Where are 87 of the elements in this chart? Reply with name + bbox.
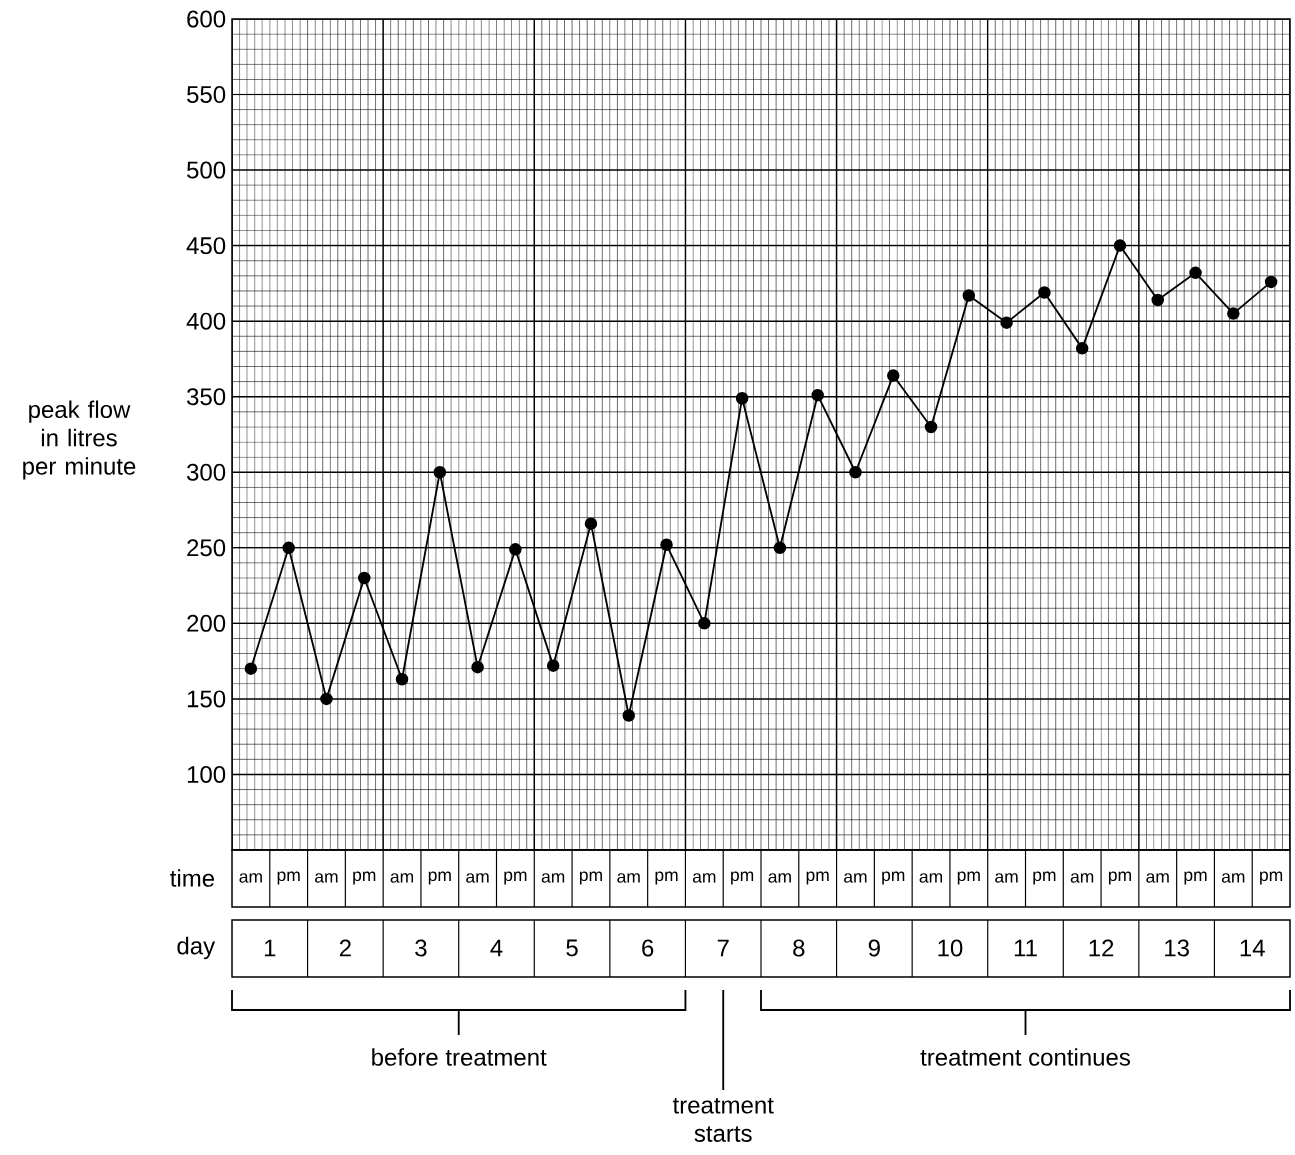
x-tick-label: pm	[655, 871, 678, 885]
x-tick-label: am	[315, 873, 338, 883]
y-axis-title: peak flow in litres per minute	[23, 400, 136, 480]
text: 14	[1240, 939, 1265, 957]
x-tick-label: am	[692, 873, 716, 883]
x-tick-label: am	[995, 873, 1018, 883]
point	[735, 391, 749, 405]
text: 10	[938, 939, 963, 957]
x-axis-title: time	[170, 869, 215, 887]
y-tick-label: 450	[186, 237, 226, 255]
point	[584, 517, 598, 530]
point	[1264, 275, 1278, 289]
point	[395, 673, 409, 686]
x-tick-label: pm	[353, 871, 376, 885]
point	[1075, 342, 1089, 355]
y-tick-label: 500	[187, 161, 226, 179]
text: 3	[415, 939, 427, 957]
text: treatment continues	[920, 1048, 1130, 1066]
y-tick-label: 350	[186, 388, 226, 406]
x-tick-label: pm	[1184, 871, 1207, 885]
point	[1227, 307, 1240, 320]
x-tick-label: pm	[1108, 871, 1131, 885]
y-tick-label: 550	[187, 86, 226, 104]
text: 9	[868, 939, 880, 957]
x-tick-label: am	[844, 873, 867, 883]
text: 11	[1014, 939, 1037, 957]
x-tick-label: pm	[882, 871, 905, 885]
point	[433, 466, 447, 479]
y-tick-label: 400	[186, 312, 226, 330]
text: treatment starts	[672, 1097, 774, 1142]
x-tick-label: am	[1070, 873, 1094, 883]
point	[962, 289, 976, 302]
text: 4	[490, 939, 503, 957]
x-tick-label: pm	[579, 871, 602, 885]
point	[924, 420, 938, 434]
point	[358, 571, 371, 585]
x-tick-label: pm	[806, 871, 829, 885]
x-tick-label: am	[1146, 873, 1169, 883]
x-tick-label: am	[541, 873, 565, 883]
text: 12	[1089, 939, 1114, 957]
point	[811, 388, 824, 402]
point	[773, 541, 787, 555]
point	[546, 659, 560, 672]
point	[471, 660, 484, 674]
point	[660, 538, 673, 552]
x-tick-label: pm	[428, 871, 451, 885]
text: 5	[566, 939, 578, 957]
text: 13	[1165, 939, 1189, 957]
point	[849, 466, 862, 479]
point	[1000, 316, 1013, 329]
x-tick-label: am	[390, 873, 414, 883]
x-tick-label: pm	[957, 871, 980, 885]
x-tick-label: pm	[731, 871, 754, 885]
point	[1189, 266, 1202, 280]
point	[320, 692, 333, 706]
y-tick-label: 150	[187, 690, 226, 708]
text: 8	[793, 939, 805, 957]
x-tick-label: pm	[1260, 871, 1283, 885]
x-tick-label: am	[466, 873, 489, 883]
text: day	[177, 936, 216, 960]
point	[887, 369, 900, 382]
point	[509, 543, 522, 556]
x-tick-label: am	[617, 873, 640, 883]
point	[244, 662, 258, 675]
point	[1038, 286, 1051, 299]
text: 2	[339, 939, 351, 957]
x-tick-label: am	[1221, 873, 1245, 883]
y-tick-label: 100	[187, 765, 226, 783]
point	[282, 541, 295, 555]
point	[1151, 293, 1165, 307]
x-tick-label: pm	[277, 871, 300, 885]
point	[698, 617, 711, 630]
y-tick-label: 300	[186, 463, 226, 481]
x-tick-label: am	[768, 873, 791, 883]
text: 1	[264, 939, 276, 957]
x-tick-label: am	[919, 873, 943, 883]
x-tick-label: pm	[1033, 871, 1056, 885]
y-tick-label: 200	[187, 614, 226, 632]
text: 7	[717, 939, 729, 957]
point	[622, 709, 636, 722]
y-tick-label: 600	[187, 10, 226, 28]
x-tick-label: pm	[504, 871, 527, 885]
text: before treatment	[372, 1048, 547, 1066]
text: 6	[642, 939, 654, 957]
x-tick-label: am	[239, 873, 262, 883]
y-tick-label: 250	[187, 539, 226, 557]
point	[1113, 239, 1127, 252]
